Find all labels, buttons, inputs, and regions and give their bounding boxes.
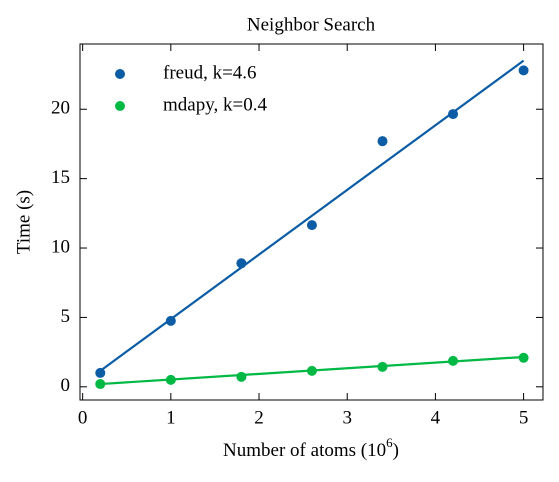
x-tick-label: 0 [78, 407, 88, 428]
data-point [306, 365, 317, 376]
data-point [236, 258, 247, 269]
y-axis-label: Time (s) [13, 190, 34, 254]
data-point [95, 379, 106, 390]
x-axis-label-exponent: 6 [386, 435, 393, 450]
x-tick-label: 5 [519, 407, 529, 428]
x-tick-label: 1 [166, 407, 176, 428]
y-tick-label: 10 [51, 236, 70, 257]
chart-title: Neighbor Search [247, 14, 376, 35]
legend-marker [115, 101, 125, 111]
y-tick-label: 5 [61, 306, 71, 327]
data-point [306, 220, 317, 231]
x-axis-label-end: ) [393, 440, 399, 461]
data-point [448, 109, 459, 120]
plot-frame [79, 43, 544, 401]
x-tick-label: 3 [342, 407, 352, 428]
data-point [165, 315, 176, 326]
legend-label: freud, k=4.6 [163, 62, 257, 83]
x-axis-label: Number of atoms (106) [223, 435, 399, 461]
y-tick-label: 15 [51, 167, 70, 188]
data-point [377, 136, 388, 147]
legend-label: mdapy, k=0.4 [163, 94, 267, 115]
x-tick-label: 2 [254, 407, 264, 428]
x-tick-label: 4 [431, 407, 441, 428]
x-axis-label-text: Number of atoms (10 [223, 440, 386, 461]
legend-marker [115, 69, 125, 79]
data-point [377, 361, 388, 372]
data-point [95, 367, 106, 378]
y-tick-label: 0 [61, 375, 71, 396]
data-point [448, 355, 459, 366]
data-point [236, 371, 247, 382]
y-tick-label: 20 [51, 98, 70, 119]
data-point [165, 374, 176, 385]
data-point [518, 65, 529, 76]
data-point [518, 352, 529, 363]
